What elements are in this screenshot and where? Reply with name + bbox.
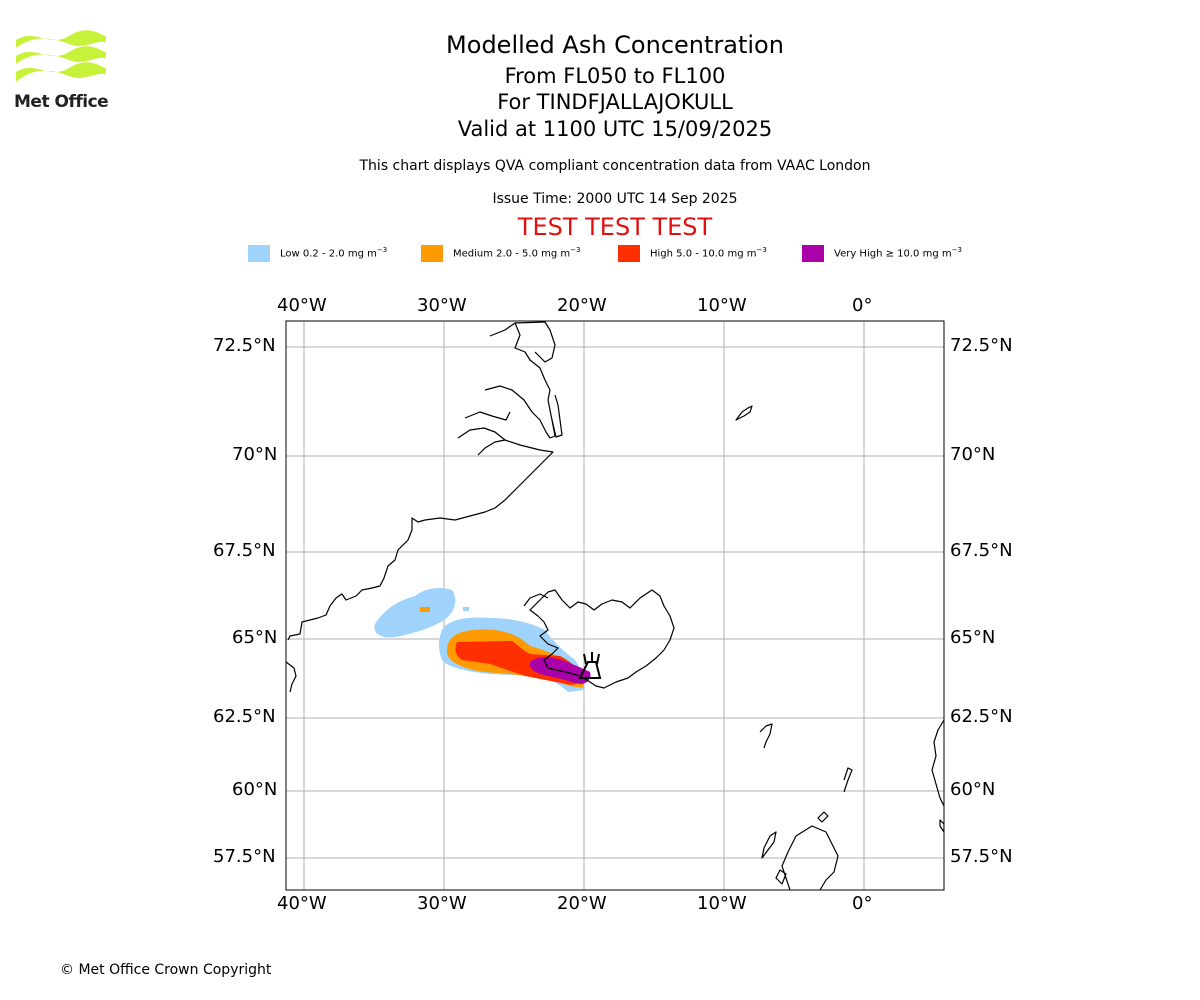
met-office-waves-icon <box>16 30 106 82</box>
map-frame <box>285 320 945 891</box>
lon-tick-top: 30°W <box>417 295 467 316</box>
gridlines <box>286 321 944 890</box>
legend-label-high: High 5.0 - 10.0 mg m−3 <box>650 246 767 260</box>
legend-swatch-very-high <box>802 245 824 262</box>
copyright-notice: © Met Office Crown Copyright <box>60 962 272 978</box>
lat-tick-left: 57.5°N <box>213 846 276 867</box>
lat-tick-right: 67.5°N <box>950 540 1013 561</box>
lat-tick-right: 72.5°N <box>950 335 1013 356</box>
lon-tick-bottom: 30°W <box>417 893 467 914</box>
legend-swatch-medium <box>421 245 443 262</box>
flight-levels: From FL050 to FL100 <box>504 64 726 88</box>
lat-tick-right: 60°N <box>950 779 996 800</box>
lon-tick-bottom: 40°W <box>277 893 327 914</box>
volcano-name: For TINDFJALLAJOKULL <box>497 90 733 114</box>
logo-text: Met Office <box>14 92 109 112</box>
lon-tick-bottom: 10°W <box>697 893 747 914</box>
test-banner: TEST TEST TEST <box>517 213 713 241</box>
met-office-logo: Met Office <box>14 30 109 112</box>
lat-tick-left: 62.5°N <box>213 706 276 727</box>
coastlines <box>286 321 944 890</box>
lat-tick-right: 70°N <box>950 444 996 465</box>
lon-tick-bottom: 20°W <box>557 893 607 914</box>
volcano-marker-icon <box>578 652 602 679</box>
valid-time: Valid at 1100 UTC 15/09/2025 <box>457 117 773 141</box>
legend-label-low: Low 0.2 - 2.0 mg m−3 <box>280 246 388 260</box>
lon-tick-bottom: 0° <box>852 893 873 914</box>
legend-swatch-low <box>248 245 270 262</box>
lat-tick-left: 65°N <box>232 627 278 648</box>
chart-title: Modelled Ash Concentration <box>446 31 784 59</box>
lon-tick-top: 20°W <box>557 295 607 316</box>
lat-tick-right: 65°N <box>950 627 996 648</box>
lat-tick-left: 60°N <box>232 779 278 800</box>
lon-tick-top: 40°W <box>277 295 327 316</box>
lat-tick-left: 72.5°N <box>213 335 276 356</box>
issue-time: Issue Time: 2000 UTC 14 Sep 2025 <box>492 191 738 207</box>
lon-tick-top: 10°W <box>697 295 747 316</box>
lat-tick-right: 62.5°N <box>950 706 1013 727</box>
legend-label-very-high: Very High ≥ 10.0 mg m−3 <box>834 246 962 260</box>
legend-label-medium: Medium 2.0 - 5.0 mg m−3 <box>453 246 581 260</box>
lon-tick-top: 0° <box>852 295 873 316</box>
lat-tick-left: 67.5°N <box>213 540 276 561</box>
compliance-note: This chart displays QVA compliant concen… <box>359 158 871 174</box>
legend-swatch-high <box>618 245 640 262</box>
lat-tick-left: 70°N <box>232 444 278 465</box>
lat-tick-right: 57.5°N <box>950 846 1013 867</box>
